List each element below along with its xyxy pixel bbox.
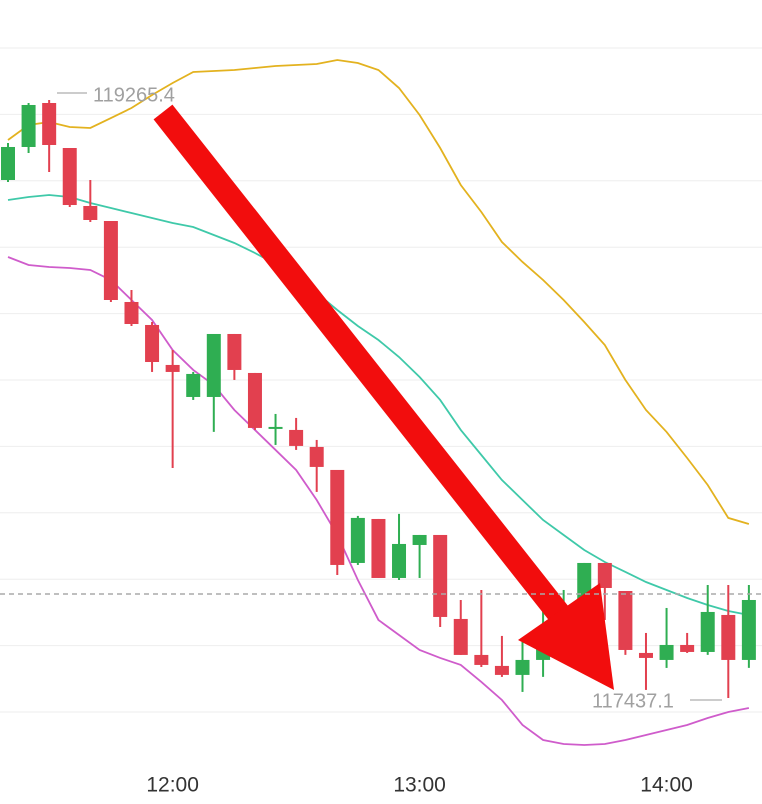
candle-body — [330, 469, 345, 565]
candle-body — [42, 102, 57, 145]
candle-body — [618, 590, 633, 650]
band-line — [7, 59, 750, 525]
candle-body — [412, 534, 427, 545]
candle-body — [371, 518, 386, 578]
candle-body — [597, 562, 612, 588]
candle-body — [103, 221, 118, 300]
candle-body — [741, 599, 756, 660]
x-tick-label: 13:00 — [393, 774, 446, 797]
candle-body — [515, 659, 530, 675]
candle-body — [145, 324, 160, 363]
candle-body — [433, 534, 448, 617]
candle-body — [186, 373, 201, 397]
candle-body — [62, 148, 77, 206]
candle-body — [124, 301, 139, 325]
candle-body — [206, 333, 221, 397]
candle-body — [247, 372, 262, 428]
candle-body — [494, 665, 509, 675]
x-tick-label: 12:00 — [146, 774, 199, 797]
candle-body — [1, 146, 15, 180]
candle-body — [700, 611, 715, 652]
candle-body — [350, 517, 365, 563]
candle-body — [453, 618, 468, 655]
candle-body — [474, 654, 489, 665]
candle-body — [680, 644, 695, 652]
candle-body — [21, 104, 36, 147]
x-tick-label: 14:00 — [640, 774, 693, 797]
candle-body — [392, 543, 407, 578]
trend-arrow — [153, 104, 614, 690]
candle-body — [309, 446, 324, 467]
band-line — [7, 256, 750, 746]
candle-body — [638, 652, 653, 658]
candle-body — [83, 205, 98, 220]
candle-body — [165, 364, 180, 372]
band-line — [7, 194, 750, 616]
candle-body — [721, 614, 736, 660]
candle-body — [227, 333, 242, 370]
min-price-label: 117437.1 — [592, 690, 674, 712]
max-price-label: 119265.4 — [93, 84, 175, 106]
arrow-head — [518, 583, 614, 690]
candle-body — [659, 644, 674, 660]
candle-body — [268, 426, 283, 429]
candle-body — [289, 429, 304, 446]
arrow-shaft — [153, 104, 570, 623]
